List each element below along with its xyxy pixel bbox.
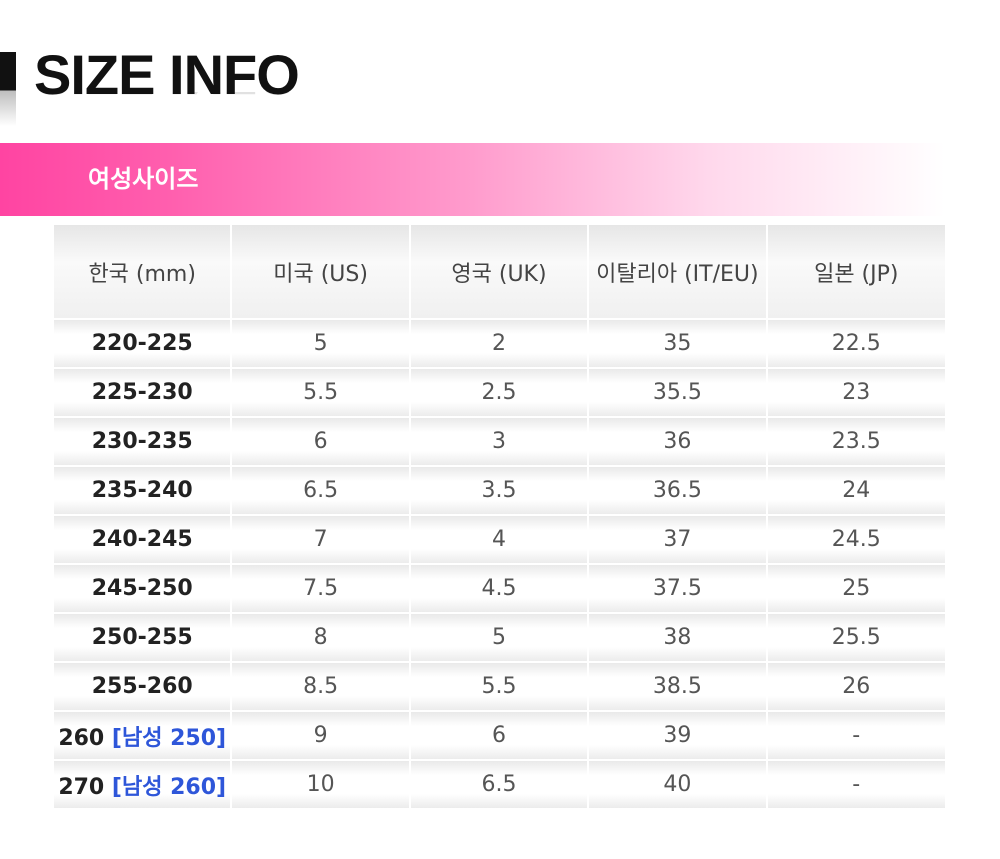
page-title-reflection: SIZE INFO — [34, 92, 299, 106]
cell-kr-value: 220-225 — [91, 331, 193, 356]
cell-kr: 255-260 — [54, 663, 231, 710]
cell-kr: 225-230 — [54, 369, 231, 416]
column-header-jp: 일본 (JP) — [767, 225, 945, 318]
cell-uk: 4.5 — [410, 565, 588, 612]
cell-us: 6 — [232, 418, 409, 465]
banner-label: 여성사이즈 — [88, 165, 199, 193]
table-row: 270 [남성 260] 10 6.5 40- — [54, 761, 945, 808]
cell-kr-value: 225-230 — [91, 380, 193, 405]
title-accent-bar — [0, 52, 16, 126]
cell-eu: 35.5 — [589, 369, 766, 416]
cell-kr-value: 245-250 — [91, 576, 193, 601]
cell-us: 8 — [232, 614, 409, 661]
women-size-banner: 여성사이즈 — [0, 143, 945, 216]
table-header-row: 한국 (mm) 미국 (US) 영국 (UK) 이탈리아 (IT/EU) 일본 … — [54, 225, 945, 318]
cell-us: 10 — [232, 761, 409, 808]
size-table: 한국 (mm) 미국 (US) 영국 (UK) 이탈리아 (IT/EU) 일본 … — [52, 223, 947, 810]
cell-uk: 5.5 — [410, 663, 588, 710]
cell-jp: 22.5 — [767, 320, 945, 367]
cell-kr: 270 [남성 260] — [54, 761, 231, 808]
cell-us: 6.5 — [232, 467, 409, 514]
table-row: 240-245 7 4 37 24.5 — [54, 516, 945, 563]
cell-us: 8.5 — [232, 663, 409, 710]
cell-kr-value: 250-255 — [91, 625, 193, 650]
cell-eu: 36.5 — [589, 467, 766, 514]
cell-eu: 35 — [589, 320, 766, 367]
column-header-uk: 영국 (UK) — [410, 225, 588, 318]
cell-jp: 26 — [767, 663, 945, 710]
cell-uk: 2.5 — [410, 369, 588, 416]
table-row: 230-235 6 3 36 23.5 — [54, 418, 945, 465]
cell-jp: 24.5 — [767, 516, 945, 563]
cell-eu: 37.5 — [589, 565, 766, 612]
cell-us: 7.5 — [232, 565, 409, 612]
cell-kr: 220-225 — [54, 320, 231, 367]
men-size-note: [남성 260] — [111, 774, 227, 800]
cell-kr: 240-245 — [54, 516, 231, 563]
cell-eu: 38.5 — [589, 663, 766, 710]
table-row: 220-225 5 2 35 22.5 — [54, 320, 945, 367]
cell-eu: 37 — [589, 516, 766, 563]
cell-us: 7 — [232, 516, 409, 563]
cell-eu: 38 — [589, 614, 766, 661]
cell-us: 5 — [232, 320, 409, 367]
cell-eu: 40 — [589, 761, 766, 808]
cell-uk: 6.5 — [410, 761, 588, 808]
page-title: SIZE INFO — [34, 43, 300, 106]
cell-eu: 36 — [589, 418, 766, 465]
table-row: 235-240 6.5 3.5 36.5 24 — [54, 467, 945, 514]
cell-kr: 250-255 — [54, 614, 231, 661]
cell-kr-value: 270 — [58, 774, 112, 800]
cell-jp: 25 — [767, 565, 945, 612]
cell-kr-value: 255-260 — [91, 674, 193, 699]
cell-jp: - — [767, 712, 945, 759]
cell-kr-value: 235-240 — [91, 478, 193, 503]
cell-uk: 5 — [410, 614, 588, 661]
cell-uk: 4 — [410, 516, 588, 563]
cell-kr-value: 240-245 — [91, 527, 193, 552]
cell-jp: 25.5 — [767, 614, 945, 661]
table-row: 255-260 8.5 5.5 38.5 26 — [54, 663, 945, 710]
men-size-note: [남성 250] — [111, 725, 227, 751]
column-header-us: 미국 (US) — [232, 225, 409, 318]
table-row: 250-255 8 5 38 25.5 — [54, 614, 945, 661]
cell-eu: 39 — [589, 712, 766, 759]
cell-us: 9 — [232, 712, 409, 759]
section-title: SIZE INFO SIZE INFO — [0, 43, 400, 126]
cell-kr: 235-240 — [54, 467, 231, 514]
cell-uk: 3 — [410, 418, 588, 465]
cell-jp: 23.5 — [767, 418, 945, 465]
cell-kr: 260 [남성 250] — [54, 712, 231, 759]
cell-jp: 24 — [767, 467, 945, 514]
table-row: 245-250 7.5 4.5 37.5 25 — [54, 565, 945, 612]
cell-uk: 2 — [410, 320, 588, 367]
cell-kr: 245-250 — [54, 565, 231, 612]
cell-kr-value: 230-235 — [91, 429, 193, 454]
cell-kr-value: 260 — [58, 725, 112, 751]
cell-jp: - — [767, 761, 945, 808]
table-row: 260 [남성 250] 9 6 39- — [54, 712, 945, 759]
table-body: 220-225 5 2 35 22.5 225-230 5.5 2.5 35.5 23 230-23… — [54, 320, 945, 808]
cell-uk: 6 — [410, 712, 588, 759]
cell-us: 5.5 — [232, 369, 409, 416]
cell-kr: 230-235 — [54, 418, 231, 465]
table-row: 225-230 5.5 2.5 35.5 23 — [54, 369, 945, 416]
column-header-eu: 이탈리아 (IT/EU) — [589, 225, 766, 318]
cell-uk: 3.5 — [410, 467, 588, 514]
cell-jp: 23 — [767, 369, 945, 416]
column-header-kr: 한국 (mm) — [54, 225, 231, 318]
